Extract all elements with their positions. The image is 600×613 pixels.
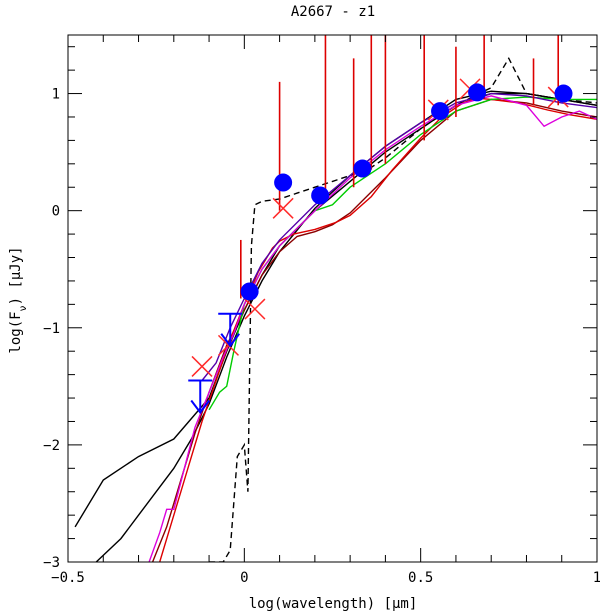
x-tick-label: −0.5 (51, 570, 85, 586)
photometry-point (311, 186, 330, 205)
series-line-green (208, 96, 597, 411)
y-axis-label: log(Fν) [μJy] (8, 246, 29, 353)
y-tick-label: −2 (43, 438, 60, 454)
series-line-black-solid-2 (95, 90, 597, 562)
x-axis-label: log(wavelength) [μm] (249, 596, 418, 612)
series-line-magenta (148, 95, 597, 562)
chart-title: A2667 - z1 (291, 4, 375, 20)
series-line-black-solid-1 (74, 92, 597, 528)
plot-frame (67, 34, 598, 563)
y-tick-label: −3 (43, 555, 60, 571)
photometry-point (554, 84, 573, 103)
series-line-black-dashed (209, 56, 597, 562)
x-tick-label: 1 (593, 570, 600, 586)
model-point-cross (272, 197, 294, 219)
y-tick-label: −1 (43, 321, 60, 337)
x-tick-label: 0 (240, 570, 248, 586)
upper-limit-marker (188, 379, 213, 415)
model-point-cross (244, 298, 266, 320)
series-line-purple (201, 92, 597, 381)
plot-layer (74, 35, 597, 562)
model-point-cross (191, 355, 213, 377)
photometry-point (431, 102, 450, 121)
photometry-point (353, 159, 372, 178)
photometry-point (468, 83, 487, 102)
photometry-point (274, 173, 293, 192)
axes-layer: −0.5 0 0.5 1 −3 −2 −1 0 1 (43, 34, 600, 586)
x-tick-label: 0.5 (408, 570, 433, 586)
series-line-darkred (151, 98, 597, 562)
y-tick-label: 1 (52, 87, 60, 103)
photometry-point (240, 282, 259, 301)
y-tick-label: 0 (52, 204, 60, 220)
upper-limit-marker (218, 312, 243, 348)
plot-area (74, 35, 597, 562)
